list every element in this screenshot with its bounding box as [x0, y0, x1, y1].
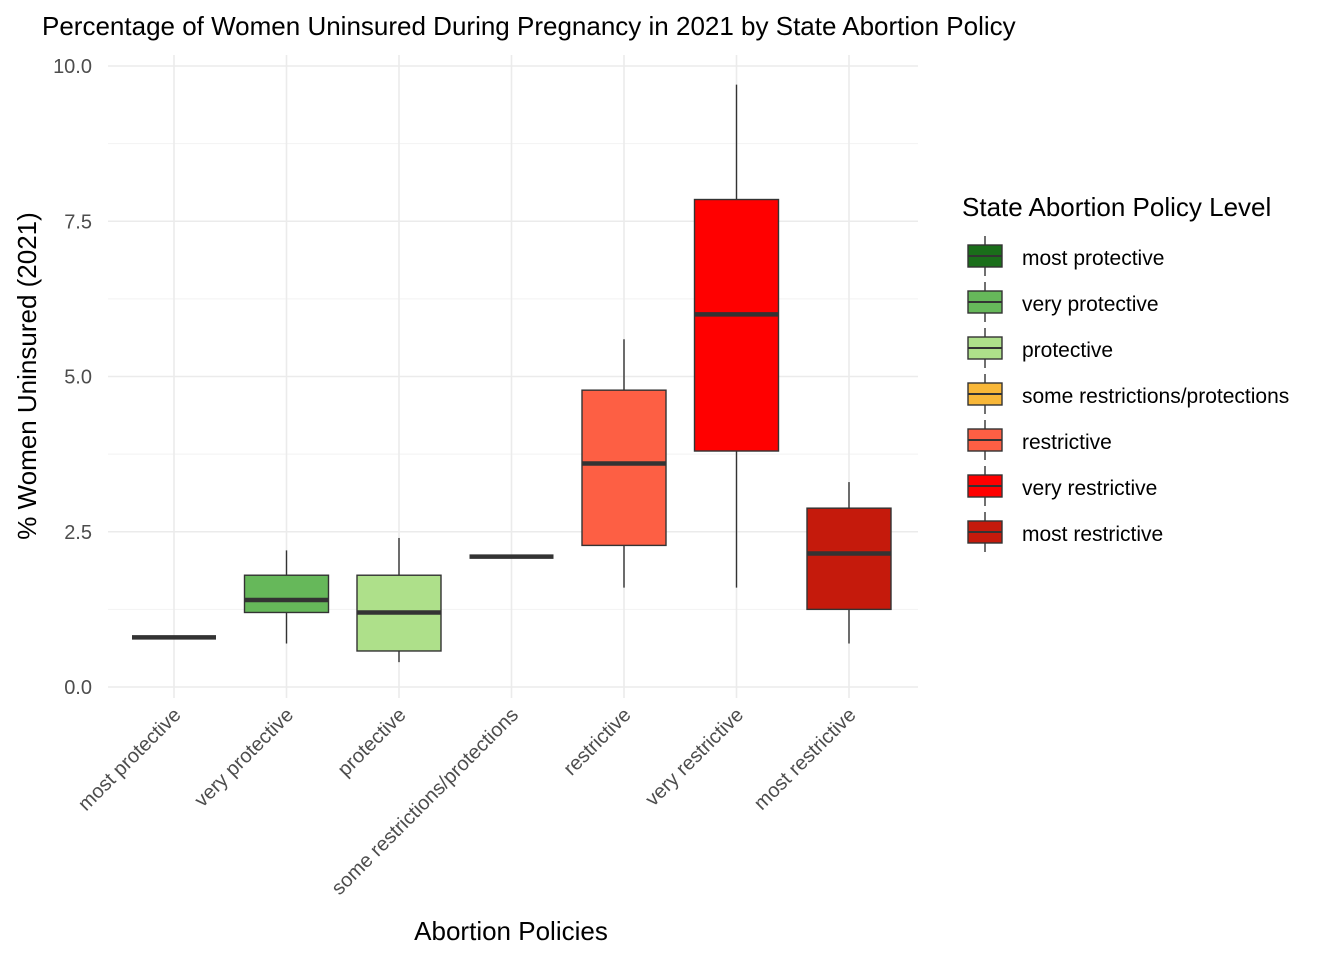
legend-item: restrictive	[967, 420, 1112, 460]
x-tick-label: most protective	[74, 704, 185, 815]
box-body	[243, 574, 330, 614]
legend-title: State Abortion Policy Level	[962, 192, 1271, 222]
legend-item: most protective	[967, 236, 1164, 276]
legend-item: very protective	[967, 282, 1159, 322]
legend-item: most restrictive	[967, 512, 1163, 552]
box-restrictive	[581, 339, 667, 588]
legend-label: protective	[1022, 339, 1113, 362]
y-tick-label: 2.5	[64, 522, 92, 544]
y-tick-label: 5.0	[64, 367, 92, 389]
legend-label: very protective	[1022, 293, 1159, 316]
legend-label: most protective	[1022, 247, 1164, 270]
box-body	[581, 389, 667, 547]
legend: State Abortion Policy Level most protect…	[962, 192, 1289, 552]
box-very-restrictive	[693, 84, 780, 588]
box-series	[132, 84, 892, 663]
legend-label: restrictive	[1022, 431, 1112, 454]
y-axis-title: % Women Uninsured (2021)	[12, 212, 42, 540]
x-tick-label: protective	[334, 704, 411, 781]
legend-item: protective	[967, 328, 1113, 368]
x-tick-label: very protective	[191, 704, 299, 812]
x-tick-label: restrictive	[559, 704, 635, 780]
x-axis-title: Abortion Policies	[414, 916, 608, 946]
legend-item: some restrictions/protections	[967, 374, 1289, 414]
legend-label: very restrictive	[1022, 477, 1157, 500]
chart-title: Percentage of Women Uninsured During Pre…	[42, 11, 1016, 41]
y-tick-label: 7.5	[64, 211, 92, 233]
y-axis-ticks: 0.0 2.5 5.0 7.5 10.0	[53, 56, 92, 699]
box-most-restrictive	[806, 482, 892, 644]
plot-grid	[108, 55, 918, 698]
legend-items: most protective very protective protective…	[967, 236, 1289, 552]
legend-label: most restrictive	[1022, 523, 1163, 546]
y-tick-label: 0.0	[64, 677, 92, 699]
x-tick-label: some restrictions/protections	[327, 704, 523, 900]
y-tick-label: 10.0	[53, 56, 92, 78]
box-body	[806, 507, 892, 611]
x-axis-ticks: most protective very protective protective…	[74, 704, 860, 900]
box-body	[693, 198, 780, 452]
box-protective	[356, 537, 442, 663]
x-tick-label: very restrictive	[641, 704, 748, 811]
x-tick-label: most restrictive	[750, 704, 861, 815]
box-very-protective	[243, 550, 330, 644]
legend-label: some restrictions/protections	[1022, 385, 1289, 408]
legend-item: very restrictive	[967, 466, 1157, 506]
